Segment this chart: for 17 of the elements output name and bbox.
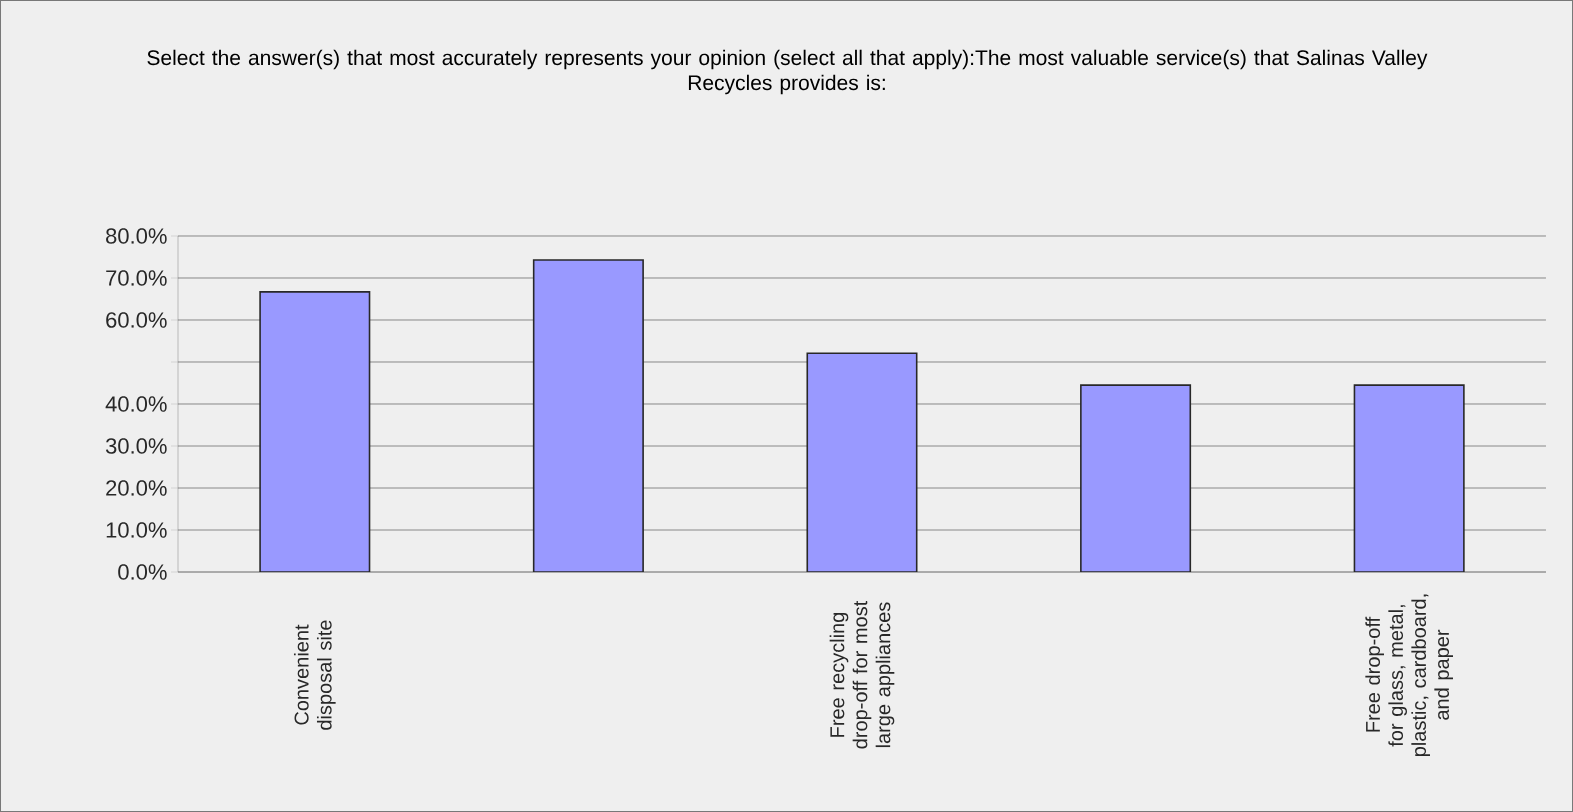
- x-tick-label: Convenient disposal site: [293, 620, 336, 730]
- y-tick-label: 40.0%: [105, 396, 167, 412]
- y-tick-label: 0.0%: [118, 564, 167, 580]
- y-tick-label: 20.0%: [106, 480, 167, 496]
- y-tick-label: 30.0%: [105, 438, 167, 454]
- bar: [1080, 384, 1192, 572]
- bar: [806, 352, 918, 572]
- bar: [532, 259, 644, 572]
- chart-title: Select the answer(s) that most accurately represents your opinion (select all that apply):The most valuable service(s) that Salinas Valley Recycles provides is:: [147, 49, 1428, 95]
- bar: [1353, 384, 1465, 572]
- y-tick-label: 80.0%: [106, 228, 167, 244]
- bar: [259, 291, 371, 572]
- x-tick-label: Free recycling drop-off for most large appliances: [829, 600, 895, 749]
- y-tick-label: 60.0%: [106, 312, 167, 328]
- y-tick-label: 10.0%: [106, 522, 167, 538]
- y-tick-label: 70.0%: [106, 270, 167, 286]
- x-tick-label: Free drop-off for glass, metal, plastic, cardboard, and paper: [1365, 594, 1453, 757]
